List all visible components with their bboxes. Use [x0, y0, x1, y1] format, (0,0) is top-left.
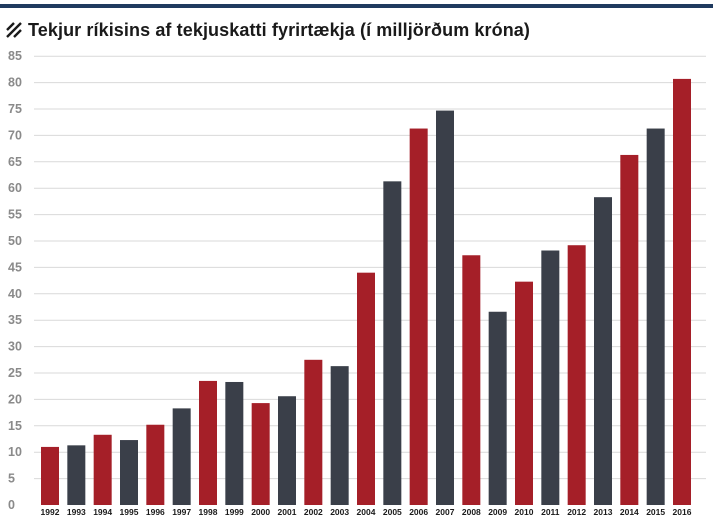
y-tick-label: 10	[8, 445, 22, 459]
bar	[304, 359, 323, 505]
y-tick-label: 20	[8, 392, 22, 406]
x-category-label: 2006	[409, 507, 428, 517]
y-tick-label: 55	[8, 208, 22, 222]
x-category-label: 2016	[673, 507, 692, 517]
bar	[225, 381, 244, 505]
y-tick-label: 75	[8, 102, 22, 116]
x-category-label: 2007	[436, 507, 455, 517]
bar	[278, 396, 296, 505]
bar	[673, 78, 691, 506]
bar	[594, 197, 612, 505]
bar	[567, 245, 586, 505]
bar	[41, 446, 59, 505]
x-category-label: 1997	[172, 507, 191, 517]
bar	[515, 281, 533, 505]
bar	[620, 154, 639, 505]
x-category-label: 2002	[304, 507, 323, 517]
x-category-label: 2014	[620, 507, 639, 517]
y-tick-label: 40	[8, 287, 22, 301]
x-category-label: 2010	[515, 507, 534, 517]
x-category-label: 2008	[462, 507, 481, 517]
x-category-label: 2013	[594, 507, 613, 517]
bar	[146, 424, 165, 505]
x-category-label: 2001	[278, 507, 297, 517]
bar	[251, 403, 270, 505]
bar	[357, 272, 375, 505]
y-tick-label: 35	[8, 313, 22, 327]
diagonal-stripes-icon	[6, 22, 22, 38]
x-category-label: 1994	[93, 507, 112, 517]
x-category-label: 1993	[67, 507, 86, 517]
top-rule	[0, 4, 713, 8]
bar	[93, 434, 112, 505]
x-category-label: 1998	[199, 507, 218, 517]
bar	[541, 250, 560, 505]
x-category-label: 1996	[146, 507, 165, 517]
x-category-label: 2012	[567, 507, 586, 517]
bar	[646, 128, 665, 506]
bar	[462, 255, 481, 505]
y-tick-label: 45	[8, 260, 22, 274]
x-category-label: 2000	[251, 507, 270, 517]
bar	[172, 408, 191, 505]
y-tick-label: 25	[8, 366, 22, 380]
bar	[67, 445, 86, 505]
y-tick-label: 60	[8, 181, 22, 195]
chart-title: Tekjur ríkisins af tekjuskatti fyrirtækj…	[28, 19, 531, 40]
y-tick-label: 85	[8, 49, 22, 63]
bar	[330, 366, 349, 505]
x-category-label: 2015	[646, 507, 665, 517]
bar	[120, 440, 138, 505]
bar	[436, 110, 454, 505]
chart-header: Tekjur ríkisins af tekjuskatti fyrirtækj…	[6, 16, 530, 44]
x-category-label: 2005	[383, 507, 402, 517]
x-category-label: 2011	[541, 507, 560, 517]
bar	[409, 128, 428, 506]
x-category-label: 2003	[330, 507, 349, 517]
x-category-label: 1992	[41, 507, 60, 517]
x-category-label: 2004	[357, 507, 376, 517]
y-tick-label: 70	[8, 128, 22, 142]
y-tick-label: 0	[8, 498, 15, 512]
bar	[383, 181, 402, 505]
x-category-label: 1995	[120, 507, 139, 517]
x-category-label: 2009	[488, 507, 507, 517]
y-tick-label: 15	[8, 419, 22, 433]
y-tick-label: 5	[8, 472, 15, 486]
x-category-label: 1999	[225, 507, 244, 517]
bar	[199, 380, 217, 505]
y-tick-label: 65	[8, 155, 22, 169]
y-tick-label: 50	[8, 234, 22, 248]
y-tick-label: 30	[8, 340, 22, 354]
bar	[488, 311, 507, 505]
y-tick-label: 80	[8, 76, 22, 90]
